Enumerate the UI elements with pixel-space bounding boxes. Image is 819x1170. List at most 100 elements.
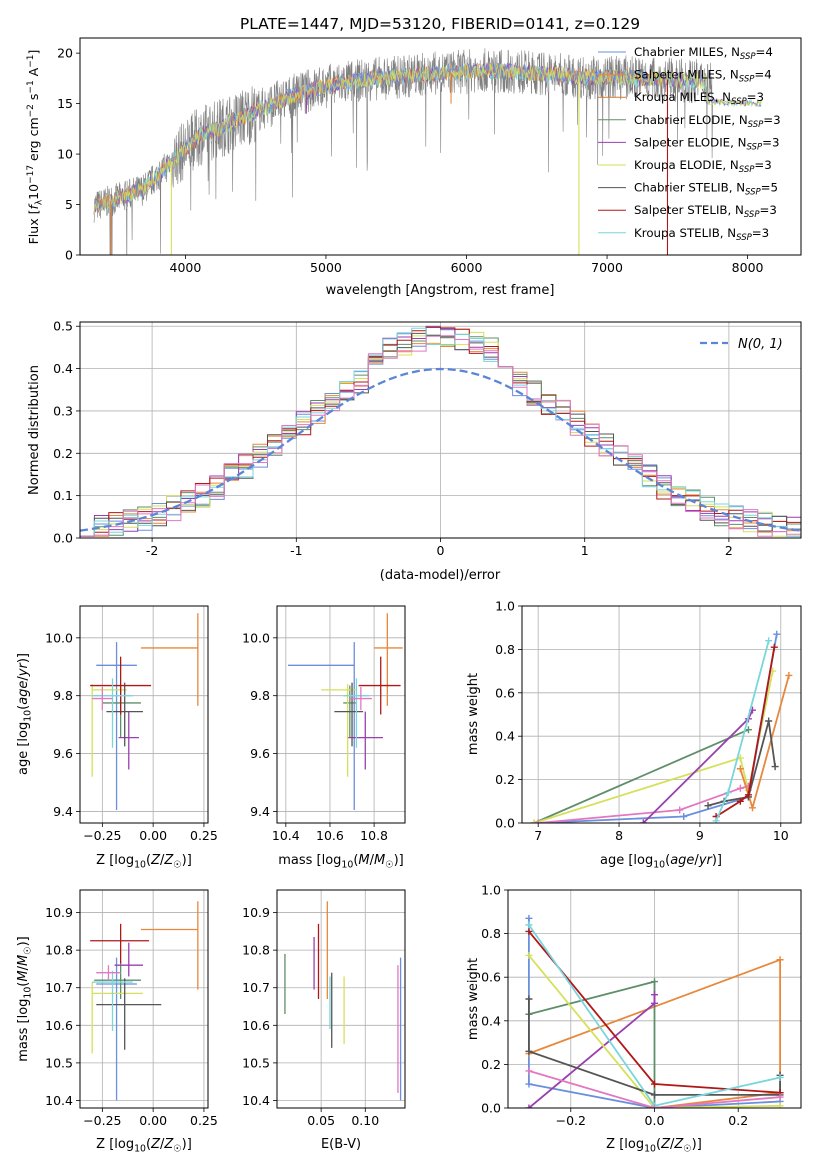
y-tick-label: 10.0 <box>242 630 270 645</box>
axes-age-vs-Z: −0.25 0.00 0.25 9.4 9.6 9.8 10.0 Z [log10(Z/Z☉)… <box>16 605 218 871</box>
x-tick-label: 10 <box>773 828 789 843</box>
y-tick-label: 0.8 <box>481 926 501 941</box>
histogram-step-line <box>80 335 801 537</box>
x-tick-label: 0 <box>437 543 445 558</box>
plus-marker <box>765 637 773 645</box>
x-tick-label: 8 <box>615 828 623 843</box>
plus-marker <box>651 999 658 1007</box>
y-axis-label: age [log10(age/yr)] <box>16 653 34 775</box>
plot-content <box>90 613 199 810</box>
x-axis-label: E(B-V) <box>321 1137 361 1152</box>
axes-mass-weight-vs-Z: −0.2 0.0 0.2 0.0 0.2 0.4 0.6 0.8 1.0 Z [log10(Z/Z… <box>466 883 802 1155</box>
weight-line <box>528 1070 781 1108</box>
y-tick-label: 15 <box>57 96 73 111</box>
y-tick-label: 10.7 <box>45 980 73 995</box>
y-tick-label: 0.4 <box>53 361 73 376</box>
legend-label: N(0, 1) <box>738 337 783 352</box>
plot-content <box>93 48 762 255</box>
y-axis-label: mass weight <box>466 673 481 755</box>
y-tick-label: 10.7 <box>242 980 270 995</box>
x-tick-label: 5000 <box>310 260 342 275</box>
plus-marker <box>651 991 658 999</box>
y-tick-label: 0.6 <box>481 970 501 985</box>
plus-marker <box>736 765 744 773</box>
weight-line <box>528 954 781 1108</box>
plus-marker <box>712 817 720 823</box>
x-tick-label: 0.00 <box>139 1113 167 1128</box>
axes-frame <box>276 889 406 1109</box>
y-tick-label: 9.4 <box>53 804 73 819</box>
y-axis-label: mass weight <box>466 958 481 1040</box>
x-tick-label: -1 <box>290 543 302 558</box>
plus-marker <box>736 797 744 805</box>
legend-label: Kroupa ELODIE, NSSP=3 <box>634 158 772 175</box>
legend-label: Chabrier STELIB, NSSP=5 <box>634 181 778 198</box>
x-tick-label: 10.4 <box>272 828 300 843</box>
legend-label: Kroupa STELIB, NSSP=3 <box>634 226 769 243</box>
plus-marker <box>639 819 647 823</box>
spectrum-legend: Chabrier MILES, NSSP=4 Salpeter MILES, NS… <box>598 45 781 243</box>
x-tick-label: 0.05 <box>307 1113 335 1128</box>
axes-frame <box>79 605 209 824</box>
axes-residuals: -2 -1 0 1 2 0.0 0.1 0.2 0.3 0.4 0.5 (data-model)/er… <box>27 319 802 583</box>
x-axis-label: Z [log10(Z/Z☉)] <box>96 853 192 871</box>
plus-marker <box>525 927 533 935</box>
x-tick-label: −0.2 <box>556 1113 586 1128</box>
y-tick-label: 0.2 <box>495 772 515 787</box>
y-tick-label: 9.8 <box>53 688 73 703</box>
y-tick-label: 9.4 <box>250 804 270 819</box>
plus-marker <box>770 643 778 651</box>
y-tick-label: 10.6 <box>242 1018 270 1033</box>
y-tick-label: 10 <box>57 147 73 162</box>
x-tick-label: 0.25 <box>190 1113 218 1128</box>
x-axis-label: Z [log10(Z/Z☉)] <box>96 1137 192 1155</box>
y-tick-label: 20 <box>57 46 73 61</box>
x-axis-label: wavelength [Angstrom, rest frame] <box>326 283 555 298</box>
plot-content <box>530 630 793 823</box>
x-axis-label: mass [log10(M/M☉)] <box>278 853 404 871</box>
model-spectrum-line <box>93 62 762 215</box>
plus-marker <box>748 804 756 812</box>
axes-mass-weight-vs-age: 7 8 9 10 0.0 0.2 0.4 0.6 0.8 1.0 age [log10(age/yr… <box>466 599 802 871</box>
plus-marker <box>744 726 752 734</box>
plus-marker <box>525 1067 533 1075</box>
y-tick-label: 9.6 <box>250 746 270 761</box>
grid <box>277 606 405 823</box>
legend-label: Salpeter MILES, NSSP=4 <box>634 68 772 85</box>
axes-frame <box>521 605 802 824</box>
plus-marker <box>525 951 533 959</box>
y-tick-label: 0.2 <box>481 1057 501 1072</box>
axes-mass-vs-EBV: 0.05 0.10 10.4 10.5 10.6 10.7 10.8 10.9 E(B-V) <box>242 889 406 1152</box>
y-tick-label: 0.0 <box>481 1101 501 1116</box>
weight-line <box>533 728 749 823</box>
y-tick-label: 0.0 <box>495 816 515 831</box>
gaussian-curve <box>80 367 801 532</box>
y-tick-label: 0.5 <box>53 319 73 334</box>
axes-frame <box>507 889 802 1109</box>
axes-frame <box>79 321 802 539</box>
y-tick-label: 10.4 <box>242 1093 270 1108</box>
plot-content <box>284 901 402 1101</box>
plus-marker <box>776 956 784 964</box>
axes-mass-vs-Z: −0.25 0.00 0.25 10.4 10.5 10.6 10.7 10.8 10.9 Z [… <box>16 889 218 1155</box>
y-tick-label: 10.0 <box>45 630 73 645</box>
y-tick-label: 1.0 <box>495 599 515 614</box>
plus-marker <box>525 1047 533 1055</box>
plus-marker <box>680 812 688 820</box>
plus-marker <box>534 819 542 823</box>
axes-frame <box>79 889 209 1109</box>
x-tick-label: 0.25 <box>190 828 218 843</box>
x-tick-label: 0.00 <box>139 828 167 843</box>
plus-marker <box>676 806 684 814</box>
x-tick-label: -2 <box>146 543 158 558</box>
plus-marker <box>651 1080 658 1088</box>
histogram-legend: N(0, 1) <box>700 337 783 352</box>
x-tick-label: 0.0 <box>645 1113 665 1128</box>
histogram-step-line <box>80 333 801 537</box>
x-tick-label: 0.10 <box>351 1113 379 1128</box>
x-tick-label: 1 <box>581 543 589 558</box>
x-tick-label: 0.2 <box>728 1113 748 1128</box>
